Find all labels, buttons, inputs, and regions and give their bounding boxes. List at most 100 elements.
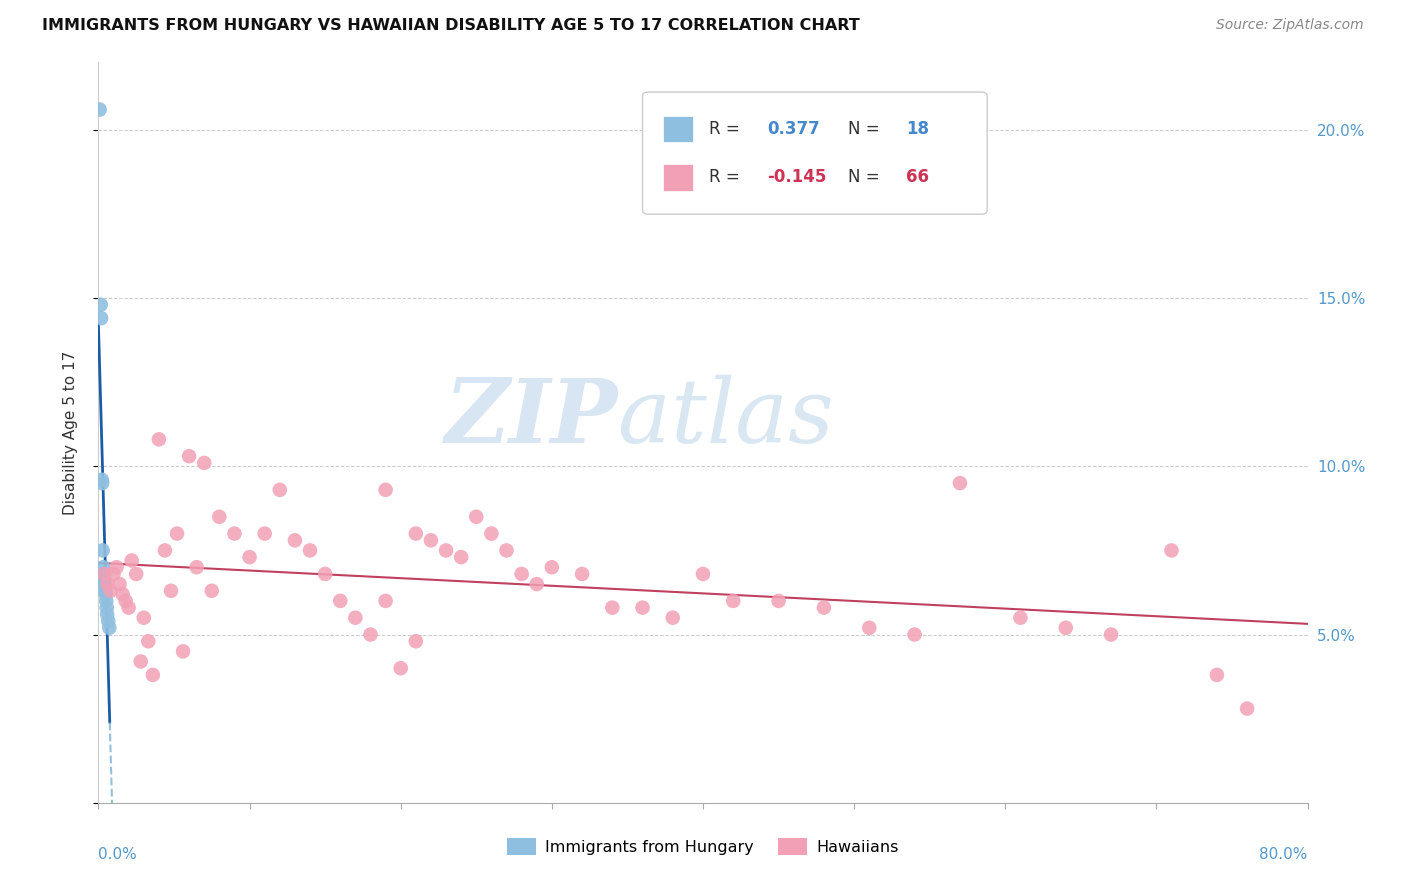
Point [90, 298, 112, 312]
Point [136, 634, 159, 648]
Text: 18: 18 [905, 120, 929, 138]
Point [526, 577, 548, 591]
Point [344, 610, 367, 624]
Point [510, 566, 533, 581]
Point [1099, 627, 1122, 641]
Point [179, 449, 201, 463]
Point [1010, 610, 1032, 624]
Point [94, 583, 117, 598]
Point [129, 655, 152, 669]
Point [114, 594, 136, 608]
Point [481, 526, 503, 541]
Point [374, 483, 396, 497]
Point [420, 533, 443, 548]
Point [571, 566, 593, 581]
Point [299, 543, 322, 558]
Text: 80.0%: 80.0% [1260, 847, 1308, 863]
Point [108, 577, 131, 591]
Point [661, 610, 683, 624]
Point [631, 600, 654, 615]
Point [904, 627, 927, 641]
Point [96, 577, 118, 591]
Y-axis label: Disability Age 5 to 17: Disability Age 5 to 17 [63, 351, 77, 515]
Point [96, 594, 118, 608]
Point [374, 594, 396, 608]
FancyBboxPatch shape [664, 116, 693, 143]
Point [90, 311, 112, 326]
Point [100, 583, 122, 598]
Point [97, 614, 120, 628]
Point [329, 594, 352, 608]
Text: 0.0%: 0.0% [98, 847, 138, 863]
Point [405, 634, 427, 648]
Point [186, 560, 208, 574]
Point [90, 473, 112, 487]
Point [103, 566, 125, 581]
Point [111, 587, 134, 601]
Point [93, 570, 115, 584]
Point [602, 600, 624, 615]
Point [434, 543, 457, 558]
Point [94, 577, 117, 591]
Point [1160, 543, 1182, 558]
Point [1206, 668, 1229, 682]
Point [91, 543, 114, 558]
Point [89, 103, 111, 117]
Point [1054, 621, 1077, 635]
Point [389, 661, 412, 675]
Point [98, 621, 121, 635]
Point [160, 583, 183, 598]
Point [540, 560, 562, 574]
Point [96, 600, 118, 615]
Point [465, 509, 488, 524]
Point [253, 526, 276, 541]
Point [208, 509, 231, 524]
Point [405, 526, 427, 541]
Point [96, 607, 118, 622]
Text: N =: N = [848, 120, 884, 138]
Point [132, 610, 155, 624]
Point [224, 526, 246, 541]
Point [125, 566, 148, 581]
Point [91, 560, 114, 574]
Point [94, 587, 117, 601]
Point [858, 621, 880, 635]
Text: 0.377: 0.377 [768, 120, 820, 138]
FancyBboxPatch shape [643, 92, 987, 214]
Point [450, 550, 472, 565]
Text: Source: ZipAtlas.com: Source: ZipAtlas.com [1216, 18, 1364, 32]
Point [91, 476, 114, 491]
Point [105, 560, 128, 574]
FancyBboxPatch shape [664, 164, 693, 191]
Legend: Immigrants from Hungary, Hawaiians: Immigrants from Hungary, Hawaiians [501, 832, 905, 862]
Point [768, 594, 790, 608]
Point [121, 553, 143, 567]
Point [172, 644, 194, 658]
Point [166, 526, 188, 541]
Text: R =: R = [709, 120, 745, 138]
Point [193, 456, 215, 470]
Point [284, 533, 307, 548]
Text: -0.145: -0.145 [768, 169, 827, 186]
Text: R =: R = [709, 169, 745, 186]
Point [949, 476, 972, 491]
Point [153, 543, 176, 558]
Point [269, 483, 291, 497]
Point [360, 627, 382, 641]
Text: atlas: atlas [619, 375, 834, 461]
Point [118, 600, 141, 615]
Text: IMMIGRANTS FROM HUNGARY VS HAWAIIAN DISABILITY AGE 5 TO 17 CORRELATION CHART: IMMIGRANTS FROM HUNGARY VS HAWAIIAN DISA… [42, 18, 860, 33]
Text: 66: 66 [905, 169, 929, 186]
Point [495, 543, 517, 558]
Point [813, 600, 835, 615]
Point [89, 574, 111, 588]
Point [93, 566, 115, 581]
Text: ZIP: ZIP [444, 375, 619, 461]
Text: N =: N = [848, 169, 884, 186]
Point [314, 566, 336, 581]
Point [692, 566, 714, 581]
Point [93, 566, 115, 581]
Point [1236, 701, 1258, 715]
Point [239, 550, 262, 565]
Point [148, 433, 170, 447]
